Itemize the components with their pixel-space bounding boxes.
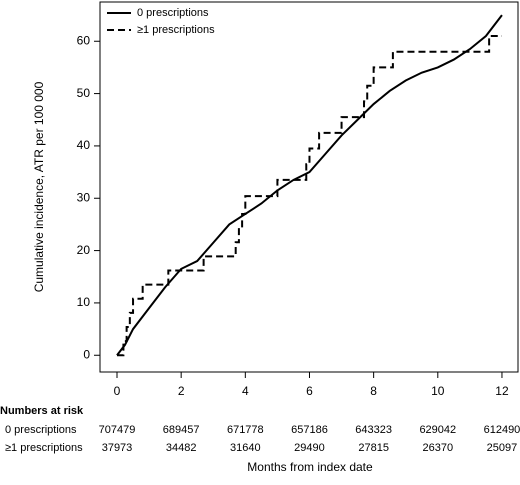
legend-label: ≥1 prescriptions <box>137 24 215 36</box>
risk-value: 26370 <box>423 442 454 454</box>
y-tick-label: 10 <box>77 295 91 309</box>
risk-value: 31640 <box>230 442 261 454</box>
risk-value: 27815 <box>358 442 389 454</box>
risk-value: 643323 <box>355 424 392 436</box>
risk-value: 657186 <box>291 424 328 436</box>
risk-value: 34482 <box>166 442 197 454</box>
risk-value: 671778 <box>227 424 264 436</box>
risk-value: 707479 <box>99 424 136 436</box>
risk-row-label: 0 prescriptions <box>5 424 77 436</box>
y-axis-title: Cumulative incidence, ATR per 100 000 <box>32 81 46 292</box>
x-tick-label: 2 <box>178 384 185 398</box>
y-tick-label: 20 <box>77 243 91 257</box>
x-tick-label: 0 <box>114 384 121 398</box>
x-tick-label: 12 <box>495 384 509 398</box>
y-tick-label: 30 <box>77 190 91 204</box>
risk-value: 37973 <box>102 442 133 454</box>
x-axis-title: Months from index date <box>247 460 373 474</box>
series-line <box>117 35 502 357</box>
y-tick-label: 60 <box>77 33 91 47</box>
x-tick-label: 4 <box>242 384 249 398</box>
legend-label: 0 prescriptions <box>137 7 209 19</box>
series-line <box>116 14 503 356</box>
y-tick-label: 0 <box>83 347 90 361</box>
y-tick-label: 40 <box>77 138 91 152</box>
risk-value: 25097 <box>487 442 518 454</box>
risk-value: 689457 <box>163 424 200 436</box>
x-tick-label: 6 <box>306 384 313 398</box>
x-tick-label: 10 <box>431 384 445 398</box>
risk-table-title: Numbers at risk <box>0 405 84 417</box>
y-tick-label: 50 <box>77 86 91 100</box>
risk-value: 629042 <box>419 424 456 436</box>
risk-value: 29490 <box>294 442 325 454</box>
risk-row-label: ≥1 prescriptions <box>5 442 83 454</box>
risk-value: 612490 <box>484 424 520 436</box>
x-tick-label: 8 <box>370 384 377 398</box>
